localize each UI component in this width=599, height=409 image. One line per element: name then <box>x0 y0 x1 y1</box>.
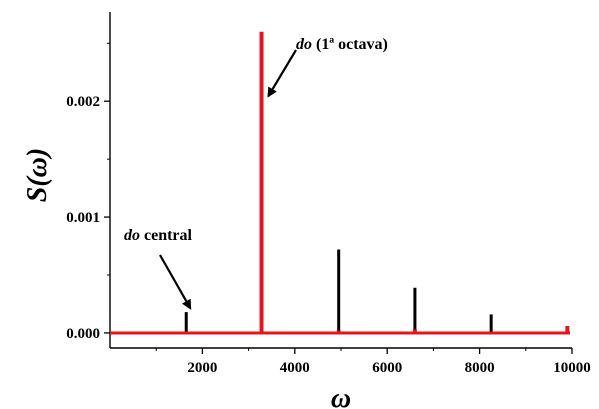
x-tick-label: 2000 <box>187 360 217 376</box>
series-layer <box>110 31 570 335</box>
x-tick-label: 10000 <box>553 360 591 376</box>
annotation-text: central <box>140 227 193 244</box>
annotation-label: do (1ª octava) <box>296 36 388 53</box>
y-tick-label: 0.000 <box>66 326 100 342</box>
annotation-text: (1ª octava) <box>312 36 388 53</box>
annotation-arrow <box>267 49 297 98</box>
annotation-arrow <box>159 254 192 310</box>
x-tick-label: 8000 <box>465 360 495 376</box>
y-ticks: 0.000 0.001 0.002 <box>66 42 110 342</box>
annotation-label: do central <box>124 227 193 244</box>
annotation-italic: do <box>124 227 140 244</box>
y-tick-label: 0.001 <box>66 210 100 226</box>
x-axis-title: ω <box>331 383 351 409</box>
x-ticks: 2000 4000 6000 8000 10000 <box>155 348 591 376</box>
annotation-italic: do <box>296 36 312 53</box>
y-axis-title: S(ω) <box>22 148 53 202</box>
x-tick-label: 4000 <box>280 360 310 376</box>
y-tick-label: 0.002 <box>66 94 100 110</box>
x-tick-label: 6000 <box>372 360 402 376</box>
